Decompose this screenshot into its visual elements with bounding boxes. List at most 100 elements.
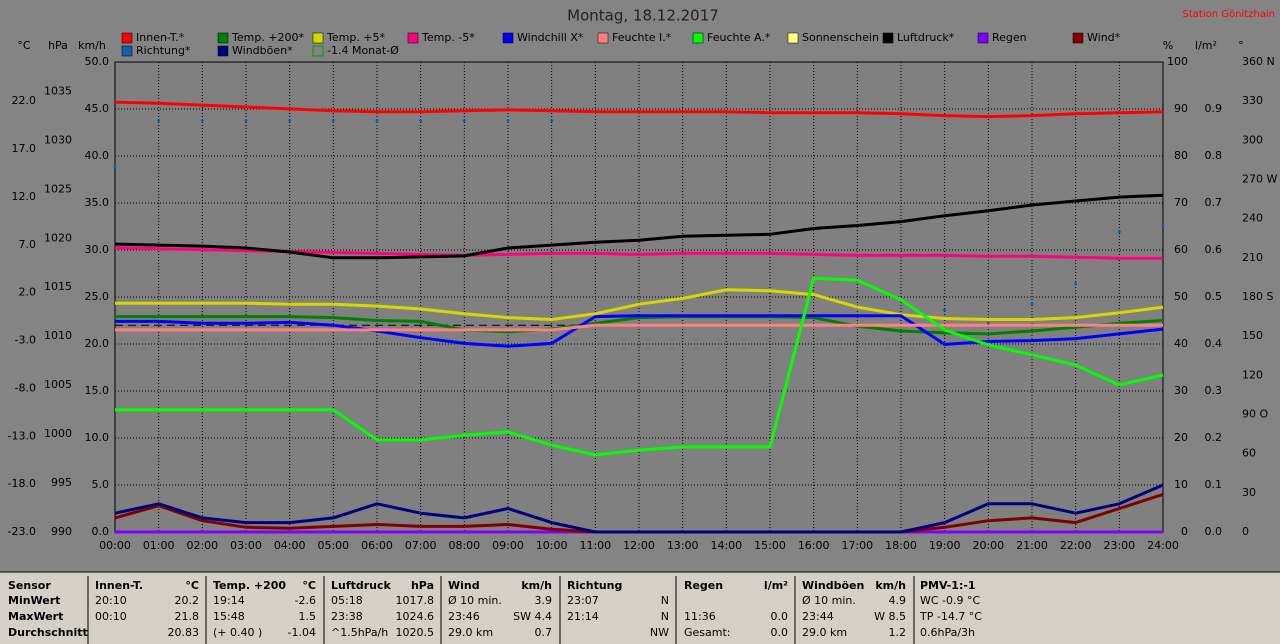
x-tick-label: 11:00: [579, 539, 611, 552]
y-tick-label: 50: [1174, 290, 1188, 303]
table-header: Richtung: [567, 579, 622, 592]
table-cell: Gesamt:: [684, 626, 731, 639]
table-cell: TP -14.7 °C: [919, 610, 982, 623]
y-tick-label: 0.7: [1205, 196, 1223, 209]
table-cell: 20.83: [168, 626, 200, 639]
direction-dot: [1117, 230, 1121, 234]
y-tick-label: 1030: [44, 133, 72, 146]
y-tick-label: 0.3: [1205, 384, 1223, 397]
table-header: Sensor: [8, 579, 51, 592]
table-header: km/h: [521, 579, 552, 592]
table-cell: 0.6hPa/3h: [920, 626, 975, 639]
x-tick-label: 07:00: [405, 539, 437, 552]
table-cell: WC -0.9 °C: [920, 594, 981, 607]
x-tick-label: 21:00: [1016, 539, 1048, 552]
table-cell: 11:36: [684, 610, 716, 623]
axis-unit: %: [1163, 39, 1173, 52]
legend-swatch: [882, 32, 894, 44]
x-tick-label: 19:00: [929, 539, 961, 552]
y-tick-label: 90 O: [1242, 408, 1268, 421]
legend-swatch: [217, 45, 229, 57]
y-tick-label: 150: [1242, 329, 1263, 342]
legend-label: Luftdruck*: [897, 31, 955, 44]
y-tick-label: 1025: [44, 182, 72, 195]
table-cell: MaxWert: [8, 610, 63, 623]
y-tick-label: 270 W: [1242, 173, 1277, 186]
y-tick-label: 360 N: [1242, 55, 1275, 68]
axis-unit: l/m²: [1195, 39, 1217, 52]
y-tick-label: 70: [1174, 196, 1188, 209]
legend-label: Temp. +5*: [326, 31, 386, 44]
y-tick-label: 100: [1167, 55, 1188, 68]
y-tick-label: -23.0: [8, 525, 36, 538]
table-header: Luftdruck: [331, 579, 392, 592]
table-cell: 23:44: [802, 610, 834, 623]
y-tick-label: 180 S: [1242, 290, 1273, 303]
axis-unit: °: [1238, 39, 1244, 52]
table-header: °C: [302, 579, 316, 592]
table-cell: 4.9: [889, 594, 907, 607]
y-tick-label: 10: [1174, 478, 1188, 491]
table-cell: 05:18: [331, 594, 363, 607]
legend-swatch: [407, 32, 419, 44]
x-tick-label: 03:00: [230, 539, 262, 552]
y-tick-label: 0.8: [1205, 149, 1223, 162]
direction-dot: [113, 164, 117, 168]
table-cell: NW: [650, 626, 669, 639]
y-tick-label: 90: [1174, 102, 1188, 115]
table-cell: (+ 0.40 ): [213, 626, 262, 639]
direction-dot: [1161, 223, 1165, 227]
direction-dot: [331, 119, 335, 123]
y-tick-label: 0.0: [1205, 525, 1223, 538]
legend-swatch: [692, 32, 704, 44]
y-tick-label: 1020: [44, 231, 72, 244]
direction-dot: [462, 119, 466, 123]
chart-title: Montag, 18.12.2017: [567, 7, 719, 25]
table-cell: 23:07: [567, 594, 599, 607]
x-tick-label: 09:00: [492, 539, 524, 552]
y-tick-label: 60: [1174, 243, 1188, 256]
axis-unit: km/h: [78, 39, 106, 52]
direction-dot: [200, 119, 204, 123]
table-cell: 21:14: [567, 610, 599, 623]
direction-dot: [419, 119, 423, 123]
y-tick-label: 1005: [44, 378, 72, 391]
y-tick-label: 30.0: [85, 243, 110, 256]
legend-swatch: [217, 32, 229, 44]
table-cell: Durchschnitt: [8, 626, 88, 639]
y-tick-label: 0.5: [1205, 290, 1223, 303]
x-tick-label: 22:00: [1060, 539, 1092, 552]
table-cell: N: [661, 610, 669, 623]
table-cell: 20.2: [175, 594, 200, 607]
table-cell: 0.7: [535, 626, 553, 639]
legend-swatch: [312, 45, 324, 57]
table-cell: 1024.6: [396, 610, 435, 623]
table-cell: 0.0: [771, 610, 789, 623]
y-tick-label: 7.0: [19, 238, 37, 251]
station-name: Station Gönitzhain: [1183, 9, 1275, 20]
x-tick-label: 12:00: [623, 539, 655, 552]
y-tick-label: 330: [1242, 94, 1263, 107]
y-tick-label: 45.0: [85, 102, 110, 115]
table-cell: MinWert: [8, 594, 60, 607]
series-line: [115, 315, 1164, 336]
direction-dot: [157, 119, 161, 123]
legend-swatch: [597, 32, 609, 44]
legend-label: Windböen*: [232, 44, 293, 57]
table-cell: -1.04: [288, 626, 316, 639]
legend-label: Richtung*: [136, 44, 191, 57]
table-cell: 29.0 km: [802, 626, 847, 639]
y-tick-label: 0.9: [1205, 102, 1223, 115]
legend-swatch: [502, 32, 514, 44]
y-tick-label: 0.0: [92, 525, 110, 538]
x-tick-label: 00:00: [99, 539, 131, 552]
table-cell: 21.8: [175, 610, 200, 623]
legend-label: Windchill X*: [517, 31, 584, 44]
y-tick-label: -3.0: [15, 334, 36, 347]
table-cell: 1.5: [299, 610, 317, 623]
x-tick-label: 23:00: [1103, 539, 1135, 552]
x-tick-label: 24:00: [1147, 539, 1179, 552]
y-tick-label: 40: [1174, 337, 1188, 350]
series-line: [115, 276, 1164, 457]
y-tick-label: 5.0: [92, 478, 110, 491]
